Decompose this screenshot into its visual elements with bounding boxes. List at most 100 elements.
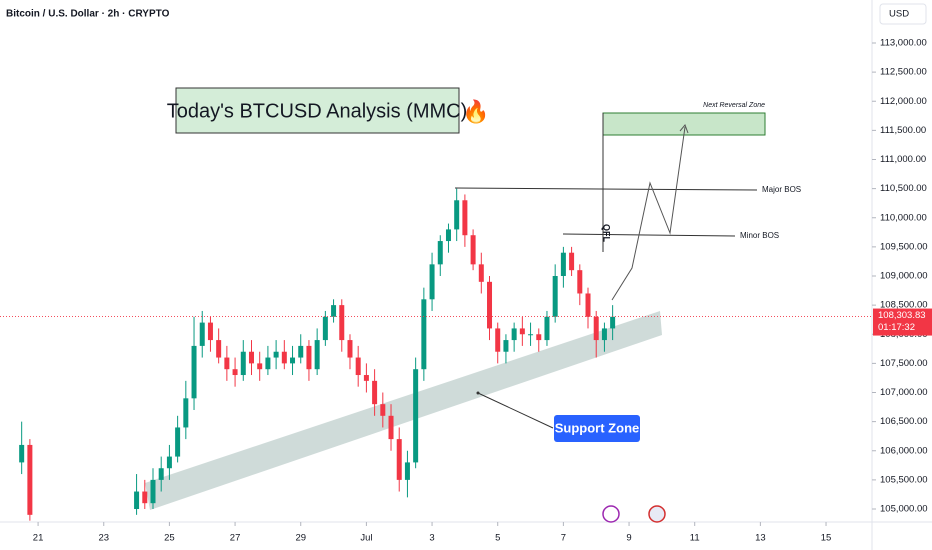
x-tick-label: 5	[495, 533, 500, 544]
candle-body	[413, 369, 419, 463]
major-bos-line	[454, 187, 758, 191]
candle-body	[207, 322, 213, 341]
candle-body	[519, 328, 525, 335]
support-zone-label: Support Zone	[555, 420, 640, 435]
candle-body	[248, 351, 254, 364]
candle-body	[544, 316, 550, 341]
x-tick-label: 21	[33, 533, 44, 544]
headline-box	[175, 87, 460, 134]
candle-body	[306, 345, 312, 370]
candle-body	[454, 200, 460, 230]
candle-body	[355, 357, 361, 376]
last-price-label: 108,303.83	[878, 310, 926, 321]
candle-body	[158, 468, 164, 480]
qfl-label: QFL	[602, 224, 612, 242]
y-tick-label: 112,500.00	[880, 67, 927, 78]
candle-body	[470, 235, 476, 265]
candle-body	[421, 299, 427, 370]
last-price-tag	[873, 308, 932, 336]
candle-body	[191, 345, 197, 399]
candle-body	[265, 357, 271, 370]
x-tick-label: 25	[164, 533, 175, 544]
x-tick-label: 29	[295, 533, 306, 544]
y-tick-label: 106,500.00	[880, 416, 928, 427]
minor-bos-label: Minor BOS	[740, 231, 779, 240]
currency-label[interactable]: USD	[889, 9, 909, 20]
candle-body	[528, 334, 534, 336]
candle-body	[314, 340, 320, 370]
x-tick-label: 3	[429, 533, 434, 544]
candle-body	[462, 200, 468, 236]
candle-body	[396, 439, 402, 480]
candle-body	[331, 305, 337, 317]
symbol-title: Bitcoin / U.S. Dollar · 2h · CRYPTO	[6, 9, 170, 20]
headline: Today's BTCUSD Analysis (MMC)	[167, 100, 468, 122]
projection-arrow	[679, 124, 689, 134]
support-band	[145, 311, 662, 510]
candle-body	[601, 328, 607, 341]
support-pointer	[477, 392, 554, 429]
candle-body	[569, 252, 575, 271]
candle-body	[322, 316, 328, 341]
candle-body	[429, 264, 435, 300]
y-tick-label: 110,500.00	[880, 183, 927, 194]
y-tick-label: 111,500.00	[880, 125, 926, 136]
candle-body	[495, 328, 501, 352]
candle-body	[593, 316, 599, 341]
candle-body	[487, 281, 493, 329]
candle-body	[347, 340, 353, 358]
y-tick-label: 109,500.00	[880, 241, 928, 252]
candle-body	[27, 444, 33, 515]
minor-bos-line	[562, 233, 736, 237]
candle-body	[372, 380, 378, 405]
candle-body	[585, 293, 591, 317]
y-tick-label: 105,500.00	[880, 474, 928, 485]
candle-body	[199, 322, 205, 346]
candle-body	[150, 479, 156, 504]
candle-body	[19, 444, 25, 463]
candle-body	[478, 264, 484, 282]
candle-body	[503, 340, 509, 352]
x-tick-label: 27	[230, 533, 241, 544]
y-tick-label: 110,000.00	[880, 212, 927, 223]
candle-body	[142, 491, 148, 504]
event-icon[interactable]	[648, 505, 666, 523]
candles	[19, 188, 616, 521]
y-tick-label: 109,000.00	[880, 271, 928, 282]
candle-body	[577, 270, 583, 294]
x-tick-label: 11	[690, 533, 700, 544]
candle-body	[216, 340, 222, 358]
x-tick-label: 7	[561, 533, 566, 544]
y-tick-label: 108,500.00	[880, 300, 928, 311]
candle-body	[552, 276, 558, 317]
candle-body	[511, 328, 517, 341]
candle-body	[134, 491, 140, 510]
candle-body	[388, 415, 394, 440]
y-tick-label: 111,000.00	[880, 154, 926, 165]
reversal-zone-label: Next Reversal Zone	[703, 102, 765, 109]
y-tick-label: 107,000.00	[880, 387, 928, 398]
candle-body	[404, 462, 410, 480]
candle-body	[166, 456, 172, 469]
support-zone-box	[554, 415, 640, 442]
x-tick-label: 15	[821, 533, 832, 544]
y-tick-label: 107,500.00	[880, 358, 928, 369]
y-tick-label: 112,000.00	[880, 96, 927, 107]
x-tick-label: 9	[626, 533, 631, 544]
major-bos-label: Major BOS	[762, 185, 801, 194]
candle-body	[298, 345, 304, 358]
candle-body	[339, 305, 345, 341]
event-icon[interactable]	[602, 505, 620, 523]
candle-body	[437, 241, 443, 265]
candle-body	[273, 351, 279, 358]
x-tick-label: Jul	[360, 533, 372, 544]
y-tick-label: 105,000.00	[880, 504, 928, 515]
currency-box[interactable]	[879, 3, 927, 25]
x-tick-label: 13	[755, 533, 766, 544]
candle-body	[536, 334, 542, 341]
candle-body	[560, 252, 566, 276]
candle-body	[257, 363, 263, 370]
candle-body	[240, 351, 246, 376]
